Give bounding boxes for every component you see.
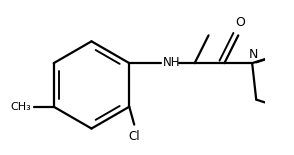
Text: Cl: Cl [128,130,140,143]
Text: N: N [248,48,258,61]
Text: NH: NH [163,56,181,69]
Text: O: O [235,16,245,29]
Text: CH₃: CH₃ [10,102,31,112]
